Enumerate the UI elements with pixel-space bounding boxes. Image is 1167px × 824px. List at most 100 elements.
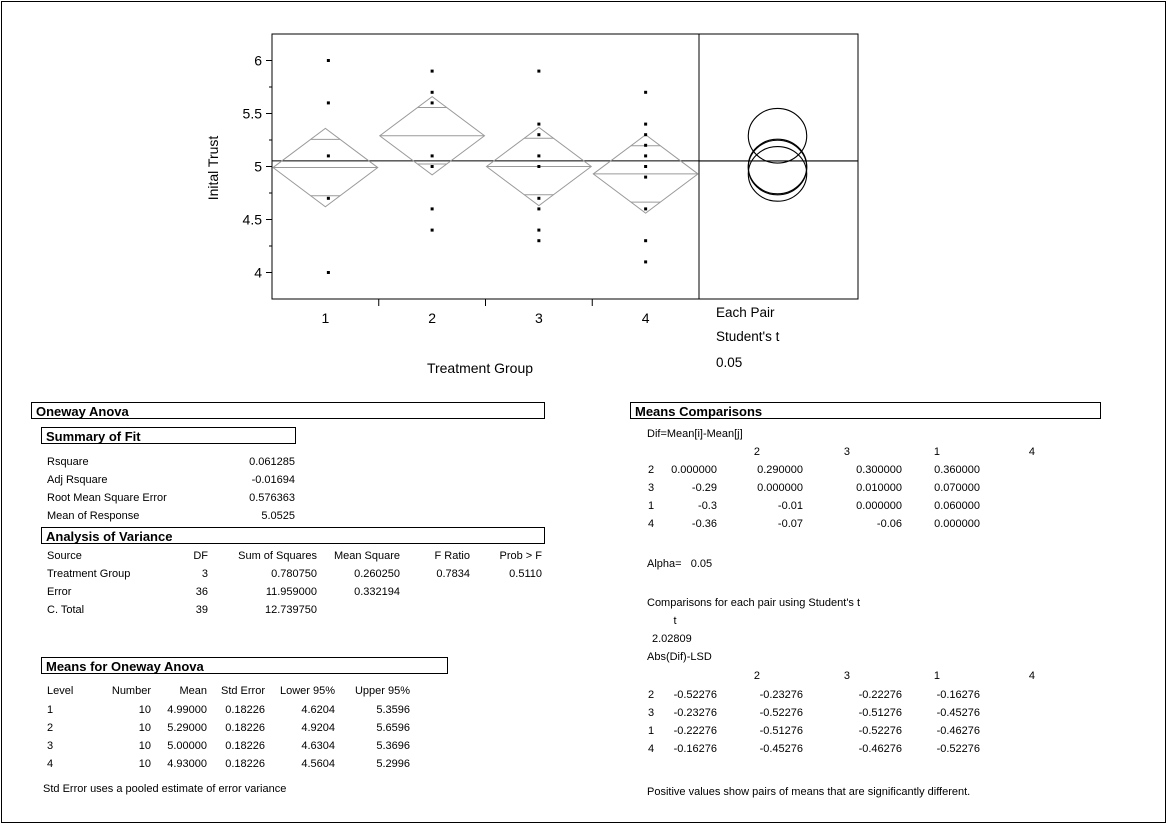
data-point bbox=[430, 69, 434, 73]
means-comparisons-header: Means Comparisons bbox=[630, 402, 1101, 419]
matrix-col-header: 4 bbox=[1028, 446, 1035, 458]
summary-value: -0.01694 bbox=[251, 474, 295, 486]
variance-cell: 12.739750 bbox=[265, 604, 317, 616]
x-tick-label: 4 bbox=[642, 310, 650, 326]
dif-label: Dif=Mean[i]-Mean[j] bbox=[647, 428, 743, 440]
comparison-circles-frame bbox=[698, 33, 859, 300]
matrix-cell: -0.45276 bbox=[936, 707, 980, 719]
data-point bbox=[537, 154, 541, 158]
matrix-cell: -0.07 bbox=[777, 518, 803, 530]
matrix-col-header: 4 bbox=[1028, 670, 1035, 682]
matrix-row-label: 3 bbox=[648, 482, 655, 494]
variance-cell: C. Total bbox=[47, 604, 85, 616]
means-cell: 2 bbox=[47, 722, 54, 734]
data-point bbox=[326, 271, 330, 274]
t-value: 2.02809 bbox=[652, 633, 692, 645]
matrix-cell: -0.3 bbox=[698, 500, 717, 512]
footer-text: Positive values show pairs of means that… bbox=[647, 786, 971, 798]
summary-label: Adj Rsquare bbox=[47, 474, 108, 486]
x-tick-label: 3 bbox=[535, 310, 543, 326]
means-cell: 4.9204 bbox=[301, 722, 335, 734]
summary-value: 5.0525 bbox=[261, 510, 295, 522]
matrix-col-header: 3 bbox=[843, 670, 850, 682]
matrix-cell: 0.060000 bbox=[934, 500, 980, 512]
comparison-circle bbox=[747, 107, 808, 164]
oneway-anova-header: Oneway Anova bbox=[31, 402, 545, 419]
means-header: Means for Oneway Anova bbox=[41, 657, 448, 674]
comparison-circle bbox=[747, 138, 808, 195]
means-cell: 3 bbox=[47, 740, 54, 752]
means-cell: 0.18226 bbox=[225, 722, 265, 734]
means-cell: 0.18226 bbox=[225, 740, 265, 752]
y-tick-label: 4 bbox=[254, 265, 262, 281]
matrix-cell: -0.16276 bbox=[936, 689, 980, 701]
means-header-cell: Std Error bbox=[220, 685, 265, 697]
data-point bbox=[537, 196, 541, 200]
means-cell: 10 bbox=[138, 722, 151, 734]
matrix-cell: 0.000000 bbox=[856, 500, 902, 512]
means-cell: 5.3696 bbox=[376, 740, 410, 752]
data-point bbox=[430, 154, 434, 158]
data-point bbox=[430, 165, 434, 168]
means-cell: 5.3596 bbox=[376, 704, 410, 716]
matrix-col-header: 1 bbox=[933, 670, 940, 682]
means-cell: 4.6204 bbox=[301, 704, 335, 716]
matrix-cell: -0.22276 bbox=[858, 689, 902, 701]
y-tick-label: 5.5 bbox=[243, 106, 263, 122]
variance-cell: 0.260250 bbox=[354, 568, 400, 580]
variance-header-cell: F Ratio bbox=[434, 550, 470, 562]
variance-cell: 0.7834 bbox=[436, 568, 470, 580]
data-point bbox=[537, 133, 541, 137]
matrix-cell: -0.36 bbox=[691, 518, 717, 530]
means-cell: 5.29000 bbox=[167, 722, 207, 734]
matrix-row-label: 4 bbox=[648, 518, 655, 530]
oneway-chart: 4 4.5 5 5.5 6 1 2 3 4 Inital Trust Treatment Gro… bbox=[205, 33, 859, 376]
means-cell: 0.18226 bbox=[225, 758, 265, 770]
matrix-cell: -0.06 bbox=[876, 518, 902, 530]
variance-cell: 3 bbox=[201, 568, 208, 580]
matrix-cell: 0.000000 bbox=[671, 464, 717, 476]
matrix-cell: -0.52276 bbox=[759, 707, 803, 719]
variance-cell: 36 bbox=[195, 586, 208, 598]
matrix-col-header: 3 bbox=[843, 446, 850, 458]
variance-cell: Error bbox=[47, 586, 72, 598]
variance-cell: Treatment Group bbox=[47, 568, 131, 580]
matrix-cell: -0.51276 bbox=[759, 725, 803, 737]
data-point bbox=[537, 228, 541, 232]
lsd-label: Abs(Dif)-LSD bbox=[647, 651, 712, 663]
summary-label: Mean of Response bbox=[47, 510, 140, 522]
matrix-cell: -0.52276 bbox=[673, 689, 717, 701]
means-note: Std Error uses a pooled estimate of erro… bbox=[43, 783, 287, 795]
summary-label: Rsquare bbox=[47, 456, 89, 468]
means-cell: 4.93000 bbox=[167, 758, 207, 770]
matrix-cell: 0.010000 bbox=[856, 482, 902, 494]
means-cell: 0.18226 bbox=[225, 704, 265, 716]
matrix-cell: -0.22276 bbox=[673, 725, 717, 737]
data-point bbox=[537, 207, 541, 211]
summary-label: Root Mean Square Error bbox=[47, 492, 167, 504]
data-point bbox=[430, 207, 434, 211]
means-cell: 4.5604 bbox=[301, 758, 335, 770]
t-label: t bbox=[673, 615, 677, 627]
data-point bbox=[537, 69, 541, 73]
x-axis-label: Treatment Group bbox=[427, 360, 533, 376]
matrix-row-label: 3 bbox=[648, 707, 655, 719]
alpha-text: Alpha= 0.05 bbox=[647, 558, 713, 570]
data-point bbox=[326, 101, 330, 105]
matrix-cell: -0.46276 bbox=[936, 725, 980, 737]
x-tick-label: 2 bbox=[428, 310, 436, 326]
data-point bbox=[644, 175, 648, 179]
data-point bbox=[644, 133, 648, 137]
means-cell: 10 bbox=[138, 740, 151, 752]
data-point bbox=[326, 154, 330, 158]
means-cell: 4 bbox=[47, 758, 54, 770]
matrix-row-label: 2 bbox=[648, 689, 655, 701]
pair-text: Comparisons for each pair using Student'… bbox=[647, 597, 861, 609]
matrix-cell: -0.46276 bbox=[858, 743, 902, 755]
matrix-cell: -0.16276 bbox=[673, 743, 717, 755]
data-point bbox=[644, 260, 648, 264]
variance-cell: 0.5110 bbox=[509, 568, 542, 580]
means-cell: 10 bbox=[138, 758, 151, 770]
comparison-circle bbox=[747, 146, 808, 202]
matrix-col-header: 2 bbox=[753, 446, 760, 458]
